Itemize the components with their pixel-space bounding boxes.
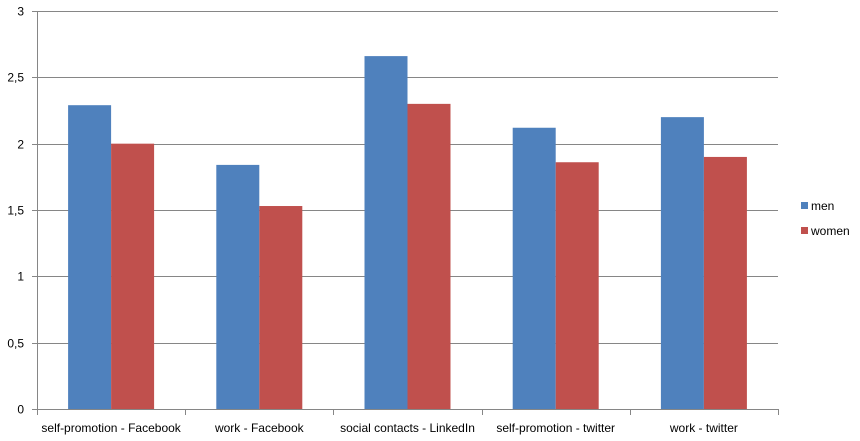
x-tick-labels: self-promotion - Facebook work - Facebook… [41,421,738,435]
y-tick-label: 1,5 [7,204,24,218]
y-tick-label: 0,5 [7,337,24,351]
y-tick-label: 0 [17,403,24,417]
legend-swatch-women [801,227,808,234]
x-tick-label: self-promotion - Facebook [41,421,181,435]
bar-women-3 [407,103,451,409]
x-tick-label: social contacts - LinkedIn [340,421,475,435]
y-tick-label: 2 [17,138,24,152]
bars [68,56,747,410]
bar-women-1 [111,143,155,409]
x-tick-label: work - twitter [669,421,738,435]
bar-men-2 [216,164,260,409]
legend-swatch-men [801,202,808,209]
legend-label-women: women [810,224,850,238]
bar-men-3 [364,56,408,410]
bar-men-5 [660,117,704,409]
bar-women-4 [555,162,599,409]
legend: men women [801,199,850,238]
legend-label-men: men [811,199,834,213]
bar-women-2 [259,206,303,409]
y-tick-label: 2,5 [7,71,24,85]
y-tick-label: 1 [17,270,24,284]
y-tick-label: 3 [17,5,24,19]
axes [32,11,779,415]
x-tick-label: work - Facebook [214,421,305,435]
x-tick-label: self-promotion - twitter [496,421,615,435]
bar-women-5 [703,156,747,409]
y-tick-labels: 0 0,5 1 1,5 2 2,5 3 [7,5,24,417]
bar-men-1 [68,105,112,410]
bar-men-4 [512,127,556,409]
